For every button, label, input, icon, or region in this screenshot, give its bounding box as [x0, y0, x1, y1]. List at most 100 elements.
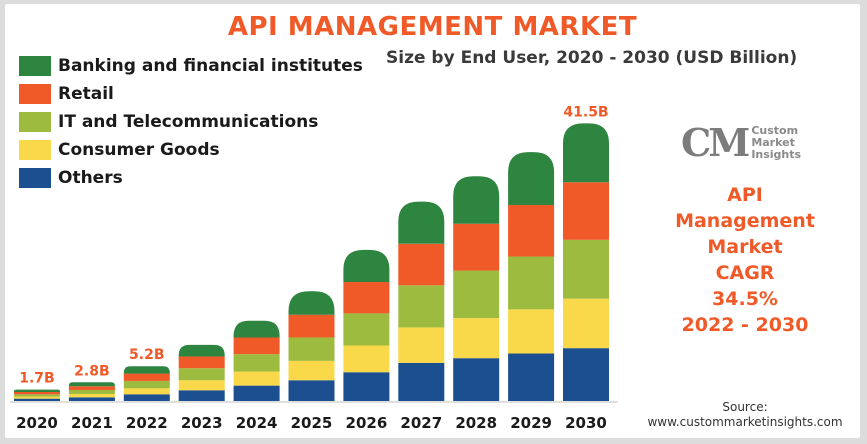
- legend-item-it: IT and Telecommunications: [19, 108, 363, 136]
- x-tick-2022: 2022: [126, 414, 168, 432]
- bar-segment-2024-it-and-telecommunications: [233, 354, 280, 372]
- bar-segment-2025-banking-and-financial-institutes: [288, 291, 335, 315]
- bar-segment-2021-others: [68, 397, 115, 401]
- brand-name-line1: Custom: [751, 123, 799, 137]
- bar-segment-2024-consumer-goods: [233, 371, 280, 386]
- bar-segment-2027-retail: [398, 243, 445, 286]
- bar-segment-2021-retail: [68, 386, 115, 390]
- bar-segment-2025-others: [288, 380, 335, 401]
- bar-segment-2025-it-and-telecommunications: [288, 337, 335, 361]
- legend-swatch-others: [19, 168, 51, 188]
- cagr-callout: API Management Market CAGR 34.5% 2022 - …: [655, 182, 835, 338]
- bar-segment-2030-it-and-telecommunications: [563, 239, 609, 299]
- x-tick-2028: 2028: [455, 414, 497, 432]
- bar-segment-2022-others: [123, 394, 170, 401]
- bar-segment-2020-retail: [14, 391, 60, 395]
- total-label-2021: 2.8B: [74, 363, 109, 379]
- x-tick-2029: 2029: [510, 414, 552, 432]
- stacked-bar-chart: 1.7B 2020 2.8B 2021 5.2B 2022 2023 2024 2025 2026…: [10, 104, 618, 432]
- legend-label-banking: Banking and financial institutes: [58, 56, 363, 76]
- legend-swatch-banking: [19, 56, 51, 76]
- total-label-2020: 1.7B: [19, 371, 54, 387]
- bar-segment-2024-banking-and-financial-institutes: [233, 320, 280, 338]
- bar-segment-2029-it-and-telecommunications: [508, 256, 555, 310]
- bar-segment-2028-consumer-goods: [453, 318, 500, 359]
- bar-segment-2025-consumer-goods: [288, 360, 335, 381]
- legend-item-retail: Retail: [19, 80, 363, 108]
- bar-segment-2028-it-and-telecommunications: [453, 270, 500, 319]
- x-tick-2026: 2026: [346, 414, 388, 432]
- bar-segment-2023-retail: [178, 356, 225, 369]
- x-tick-2023: 2023: [181, 414, 223, 432]
- brand-name-line3: Insights: [751, 147, 802, 161]
- bar-segment-2029-banking-and-financial-institutes: [508, 152, 555, 206]
- bar-segment-2028-banking-and-financial-institutes: [453, 176, 500, 224]
- x-tick-2021: 2021: [71, 414, 113, 432]
- bar-segment-2030-consumer-goods: [563, 298, 609, 349]
- bar-segment-2023-consumer-goods: [178, 380, 225, 391]
- legend-swatch-consumer: [19, 140, 51, 160]
- source-label: Source:: [722, 400, 768, 414]
- total-label-2030: 41.5B: [563, 104, 608, 120]
- bar-segment-2027-banking-and-financial-institutes: [398, 201, 445, 244]
- x-tick-2030: 2030: [565, 414, 607, 432]
- legend-swatch-retail: [19, 84, 51, 104]
- legend-label-consumer: Consumer Goods: [58, 140, 220, 160]
- brand-name-line2: Market: [751, 135, 795, 149]
- chart-subtitle: Size by End User, 2020 - 2030 (USD Billi…: [386, 48, 798, 68]
- bar-segment-2025-retail: [288, 314, 335, 338]
- bar-segment-2022-retail: [123, 373, 170, 381]
- legend-item-others: Others: [19, 164, 363, 192]
- bar-segment-2026-others: [343, 372, 390, 401]
- bar-segment-2022-it-and-telecommunications: [123, 380, 170, 389]
- bar-segment-2028-retail: [453, 223, 500, 271]
- chart-frame: API MANAGEMENT MARKET Size by End User, …: [5, 4, 860, 438]
- x-tick-2027: 2027: [400, 414, 442, 432]
- bar-segment-2030-retail: [563, 182, 609, 240]
- bar-segment-2022-consumer-goods: [123, 388, 170, 395]
- brand-logo: CM Custom Market Insights: [681, 120, 801, 165]
- bar-segment-2020-it-and-telecommunications: [14, 394, 60, 397]
- x-tick-2024: 2024: [236, 414, 278, 432]
- brand-name: Custom Market Insights: [751, 123, 802, 161]
- cagr-line-3: Market: [707, 236, 783, 258]
- legend-label-others: Others: [58, 168, 123, 188]
- bar-segment-2027-consumer-goods: [398, 327, 445, 363]
- cagr-value: 34.5%: [712, 288, 778, 310]
- total-label-2022: 5.2B: [129, 347, 164, 363]
- cagr-line-2: Management: [675, 210, 815, 232]
- legend-item-banking: Banking and financial institutes: [19, 52, 363, 80]
- bar-segment-2020-others: [14, 398, 60, 401]
- bar-segment-2024-others: [233, 385, 280, 401]
- bar-segment-2023-others: [178, 390, 225, 401]
- x-tick-2020: 2020: [16, 414, 58, 432]
- bar-segment-2027-it-and-telecommunications: [398, 285, 445, 328]
- cagr-period: 2022 - 2030: [681, 314, 809, 336]
- bar-segment-2023-banking-and-financial-institutes: [178, 344, 225, 357]
- bar-segment-2021-banking-and-financial-institutes: [68, 382, 115, 387]
- bar-segment-2029-others: [508, 353, 555, 401]
- bar-segment-2026-retail: [343, 281, 390, 314]
- bar-segment-2029-retail: [508, 205, 555, 257]
- brand-mark: CM: [681, 120, 750, 165]
- cagr-line-4: CAGR: [715, 262, 775, 284]
- cagr-line-1: API: [727, 184, 763, 206]
- bar-segment-2026-it-and-telecommunications: [343, 313, 390, 346]
- x-tick-2025: 2025: [291, 414, 333, 432]
- bar-segment-2027-others: [398, 362, 445, 401]
- bar-segment-2028-others: [453, 358, 500, 401]
- bar-segment-2020-banking-and-financial-institutes: [14, 389, 60, 392]
- bar-segment-2026-banking-and-financial-institutes: [343, 249, 390, 282]
- legend: Banking and financial institutes Retail …: [19, 52, 363, 192]
- legend-label-it: IT and Telecommunications: [58, 112, 319, 132]
- source-url[interactable]: www.custommarketinsights.com: [647, 415, 843, 429]
- bar-segment-2026-consumer-goods: [343, 345, 390, 373]
- legend-swatch-it: [19, 112, 51, 132]
- bar-segment-2021-consumer-goods: [68, 393, 115, 398]
- bar-segment-2020-consumer-goods: [14, 396, 60, 399]
- bar-segment-2030-banking-and-financial-institutes: [563, 123, 609, 183]
- legend-item-consumer: Consumer Goods: [19, 136, 363, 164]
- bar-segment-2029-consumer-goods: [508, 309, 555, 354]
- chart-title: API MANAGEMENT MARKET: [227, 12, 638, 42]
- bar-segment-2030-others: [563, 348, 609, 401]
